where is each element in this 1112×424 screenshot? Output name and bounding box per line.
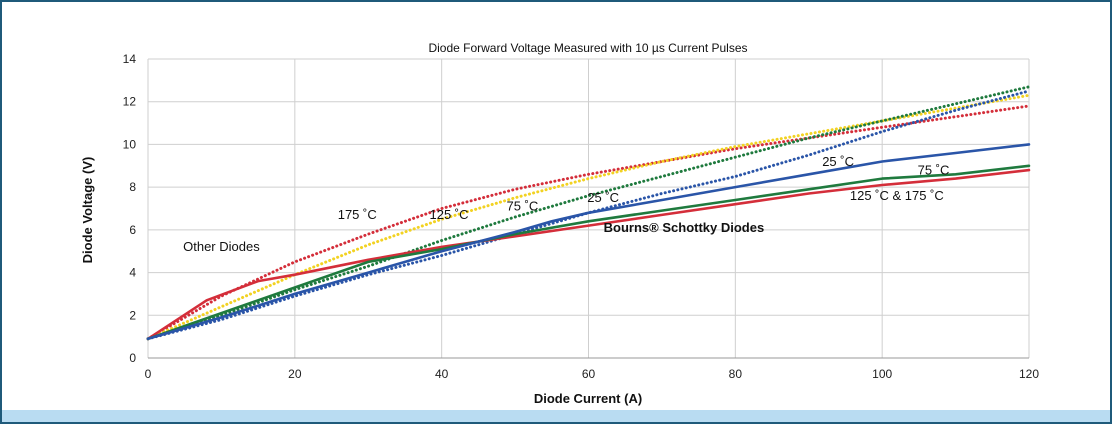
y-axis-label: Diode Voltage (V)	[80, 157, 95, 264]
chart-annotation: 75 ˚C	[918, 162, 950, 177]
x-axis-label: Diode Current (A)	[534, 391, 642, 406]
x-tick-label: 60	[582, 367, 596, 381]
annotation-layer: Other Diodes 175 ˚C 125 ˚C 75 ˚C 25 ˚C 25 ˚C 7…	[183, 154, 949, 254]
axis-layer: 0 2 4 6 8 10 12 14 0 20 40 60 80 100 120	[123, 52, 1040, 381]
chart-annotation: Bourns® Schottky Diodes	[604, 220, 765, 235]
grid-layer	[147, 58, 1030, 359]
x-tick-label: 120	[1019, 367, 1039, 381]
chart-annotation: 75 ˚C	[507, 199, 539, 214]
y-tick-label: 4	[129, 266, 136, 280]
x-tick-label: 20	[288, 367, 302, 381]
x-tick-label: 100	[872, 367, 892, 381]
series-line-solid-4	[146, 168, 1031, 341]
series-line-dotted-0	[146, 104, 1031, 341]
bottom-accent-bar	[2, 410, 1110, 422]
y-tick-label: 14	[123, 52, 137, 66]
series-line-dotted-2	[146, 85, 1031, 341]
x-tick-label: 80	[729, 367, 743, 381]
chart-annotation: 25 ˚C	[587, 190, 619, 205]
series-layer	[146, 85, 1031, 341]
x-tick-label: 40	[435, 367, 449, 381]
series-line-solid-6	[146, 143, 1031, 341]
y-tick-label: 10	[123, 137, 137, 151]
chart-title: Diode Forward Voltage Measured with 10 µ…	[428, 41, 747, 55]
y-tick-label: 6	[129, 223, 136, 237]
chart-annotation: Other Diodes	[183, 239, 260, 254]
y-tick-label: 0	[129, 351, 136, 365]
chart-annotation: 125 ˚C & 175 ˚C	[850, 188, 944, 203]
chart-annotation: 125 ˚C	[429, 207, 468, 222]
y-tick-label: 2	[129, 308, 136, 322]
x-tick-label: 0	[145, 367, 152, 381]
y-tick-label: 12	[123, 95, 137, 109]
y-tick-label: 8	[129, 180, 136, 194]
series-line-solid-5	[146, 164, 1031, 341]
chart-annotation: 175 ˚C	[338, 207, 377, 222]
chart-annotation: 25 ˚C	[822, 154, 854, 169]
